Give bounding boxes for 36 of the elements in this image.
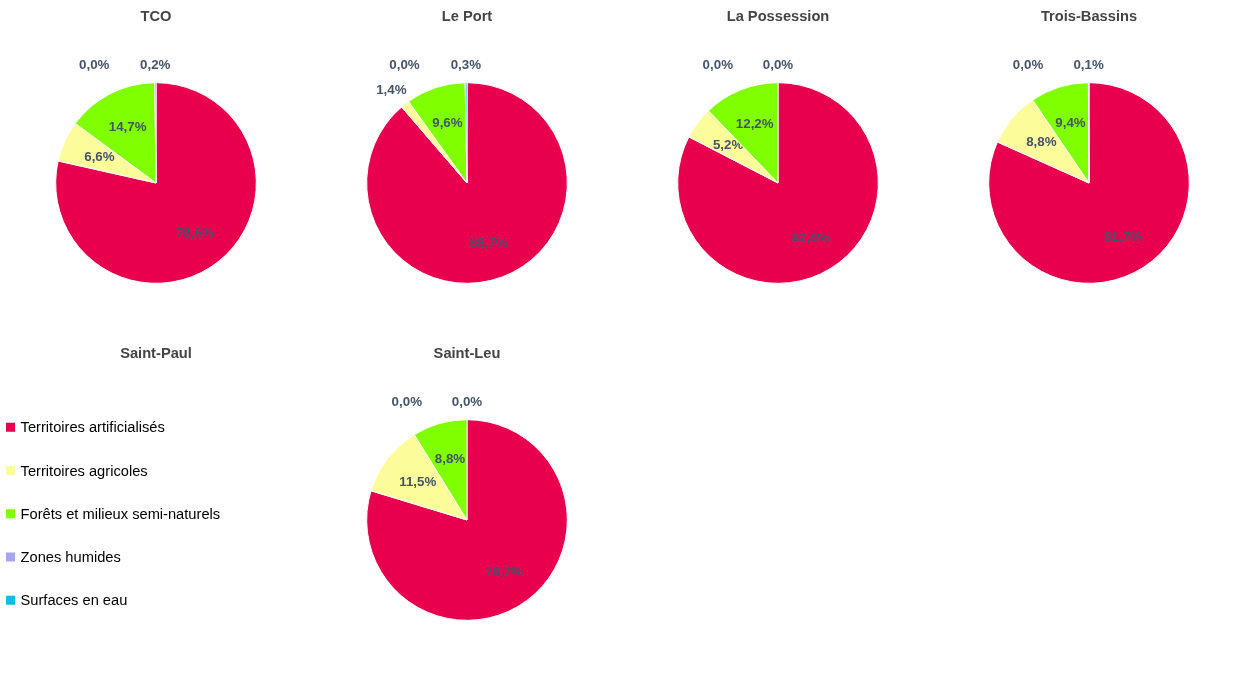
data-label: 11,5% <box>399 473 437 489</box>
legend-label: Surfaces en eau <box>20 592 128 609</box>
legend-label: Territoires artificialisés <box>20 419 165 436</box>
data-label: 79,7% <box>485 563 524 579</box>
data-label: 0,2% <box>140 57 171 73</box>
text: Saint-Paul <box>120 344 192 361</box>
chart-title: Le Port <box>441 7 493 24</box>
legend-label: Territoires agricoles <box>20 462 148 479</box>
data-label: 9,6% <box>432 114 463 130</box>
data-label: 9,4% <box>1055 114 1086 130</box>
data-label: 0,3% <box>450 57 482 73</box>
data-label: 12,2% <box>735 116 774 132</box>
legend-label: Forêts et milieux semi-naturels <box>20 505 221 522</box>
data-label: 14,7% <box>108 118 147 134</box>
text: 0,0% <box>702 57 734 73</box>
data-label: 78,6% <box>175 225 214 241</box>
data-label: 8,8% <box>434 451 466 467</box>
chart-title: Saint-Leu <box>433 344 501 361</box>
chart-title: La Possession <box>726 7 830 24</box>
data-label: 82,6% <box>791 230 830 246</box>
data-label: 8,8% <box>1026 134 1057 150</box>
data-label: 88,7% <box>469 235 508 251</box>
chart-title: Trois-Bassins <box>1040 7 1138 24</box>
text: 0,0% <box>389 57 420 73</box>
data-label: 0,1% <box>1073 57 1104 73</box>
data-label: 6,6% <box>84 148 115 164</box>
text: 0,0% <box>391 394 423 410</box>
data-label: 5,2% <box>712 137 744 153</box>
text: 0,0% <box>1012 57 1044 73</box>
text: 0,0% <box>451 394 483 410</box>
legend-label: Zones humides <box>20 549 121 566</box>
text: 0,0% <box>762 57 794 73</box>
text: 0,0% <box>79 57 110 73</box>
chart-title: TCO <box>140 7 172 24</box>
data-label: 1,4% <box>376 82 407 98</box>
data-label: 81,7% <box>1103 229 1142 245</box>
